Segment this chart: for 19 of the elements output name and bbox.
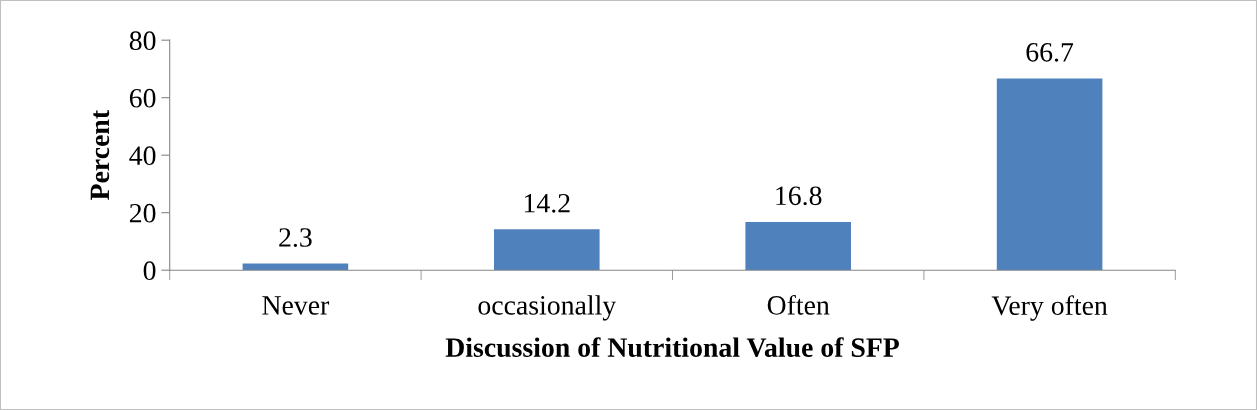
bar bbox=[494, 229, 600, 271]
y-tick-label: 60 bbox=[129, 88, 156, 108]
y-tick-label: 0 bbox=[143, 261, 156, 281]
y-tick-label: 20 bbox=[129, 203, 156, 223]
y-tick-label: 40 bbox=[129, 146, 156, 166]
bar bbox=[745, 221, 851, 271]
y-axis-title: Percent bbox=[90, 110, 110, 200]
bar bbox=[242, 263, 349, 271]
x-tick-label: Often bbox=[767, 294, 830, 315]
y-tick-label: 80 bbox=[129, 31, 156, 51]
bar bbox=[996, 78, 1103, 271]
x-tick-label: Very often bbox=[991, 295, 1108, 321]
data-label: 14.2 bbox=[524, 193, 570, 213]
x-axis-title: Discussion of Nutritional Value of SFP bbox=[445, 337, 899, 358]
x-tick-label: occasionally bbox=[478, 295, 617, 321]
data-label: 2.3 bbox=[279, 228, 312, 247]
x-tick-label: Never bbox=[262, 296, 330, 315]
data-label: 66.7 bbox=[1026, 43, 1074, 62]
data-label: 16.8 bbox=[776, 186, 822, 206]
